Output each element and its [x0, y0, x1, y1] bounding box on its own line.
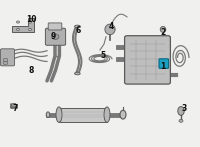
Text: 5: 5: [100, 51, 106, 60]
Ellipse shape: [160, 26, 166, 32]
Circle shape: [29, 21, 31, 23]
Polygon shape: [12, 18, 34, 32]
FancyBboxPatch shape: [4, 59, 7, 61]
Polygon shape: [105, 24, 115, 35]
Text: 1: 1: [160, 62, 166, 71]
Ellipse shape: [120, 110, 126, 119]
Text: 6: 6: [75, 26, 81, 35]
Text: 4: 4: [108, 22, 114, 31]
FancyBboxPatch shape: [0, 49, 15, 66]
Ellipse shape: [178, 107, 184, 115]
Circle shape: [179, 119, 183, 122]
Ellipse shape: [75, 72, 80, 75]
FancyBboxPatch shape: [125, 36, 170, 84]
Ellipse shape: [56, 107, 62, 122]
Ellipse shape: [75, 25, 80, 28]
FancyBboxPatch shape: [45, 28, 66, 45]
FancyBboxPatch shape: [48, 23, 62, 30]
FancyBboxPatch shape: [159, 59, 169, 68]
Ellipse shape: [46, 112, 50, 117]
Polygon shape: [59, 108, 107, 122]
Text: 9: 9: [50, 32, 56, 41]
Text: 3: 3: [181, 103, 187, 113]
Text: 10: 10: [26, 15, 36, 24]
Circle shape: [29, 28, 31, 30]
Text: 7: 7: [12, 103, 18, 113]
Circle shape: [17, 21, 19, 23]
Circle shape: [12, 103, 16, 107]
Circle shape: [52, 34, 59, 39]
Text: 2: 2: [160, 28, 166, 37]
Circle shape: [17, 28, 19, 30]
Text: 8: 8: [28, 66, 34, 75]
FancyBboxPatch shape: [4, 61, 7, 64]
Ellipse shape: [104, 107, 110, 122]
